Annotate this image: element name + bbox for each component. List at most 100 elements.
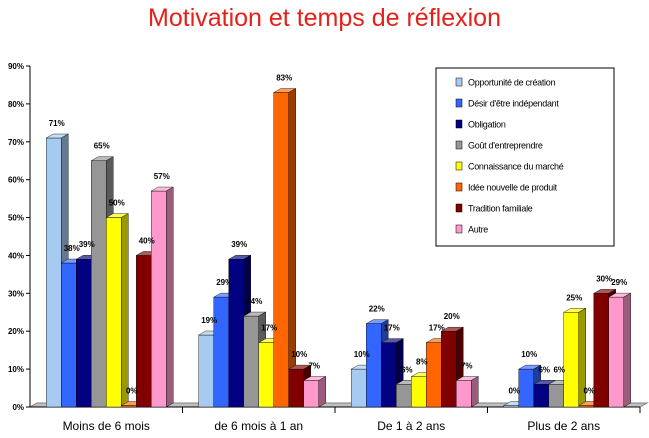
bars [45, 88, 632, 408]
legend-label: Connaissance du marché [468, 162, 564, 172]
legend-label: Opportunité de création [468, 78, 555, 88]
category-label: Moins de 6 mois [63, 419, 150, 433]
data-label: 10% [521, 350, 537, 359]
y-tick-label: 10% [8, 365, 24, 374]
bar-side [121, 213, 129, 408]
bar-front [396, 384, 412, 408]
bar [150, 186, 175, 408]
data-label: 20% [444, 312, 460, 321]
bar [562, 307, 587, 408]
data-label: 0% [508, 387, 520, 396]
data-label: 0% [583, 387, 595, 396]
bar-front [578, 405, 594, 408]
bar-front [503, 405, 519, 408]
y-tick-label: 70% [8, 138, 24, 147]
bar-side [318, 376, 326, 408]
data-label: 17% [261, 324, 277, 333]
bar-front [121, 405, 137, 408]
data-label: 19% [201, 316, 217, 325]
y-tick-label: 80% [8, 100, 24, 109]
legend-swatch [455, 119, 463, 129]
bar-front [533, 384, 549, 408]
bar-front [563, 312, 579, 408]
y-tick-label: 0% [12, 403, 24, 412]
legend-item: Connaissance du marché [455, 161, 564, 172]
bar-front [351, 368, 367, 408]
bar-front [258, 342, 274, 408]
bar-side [623, 292, 631, 408]
bar-front [136, 255, 152, 408]
bar-front [151, 190, 167, 408]
data-label: 71% [49, 119, 65, 128]
bar-front [198, 334, 214, 408]
y-tick-label: 90% [8, 62, 24, 71]
bar-front [273, 92, 289, 408]
category-label: de 6 mois à 1 an [214, 419, 303, 433]
bar-front [456, 380, 472, 408]
data-label: 65% [94, 142, 110, 151]
data-label: 38% [64, 244, 80, 253]
data-label: 10% [291, 350, 307, 359]
data-label: 6% [401, 365, 413, 374]
legend-label: Idée nouvelle de produit [468, 183, 558, 193]
data-label: 10% [354, 350, 370, 359]
bar-front [106, 217, 122, 408]
bar-front [46, 137, 62, 408]
x-axis: Moins de 6 mois de 6 mois à 1 an De 1 à 2 … [30, 406, 641, 433]
data-label: 30% [596, 274, 612, 283]
bar-front [381, 342, 397, 408]
bar [272, 88, 297, 408]
legend-swatch [455, 77, 463, 87]
data-label: 83% [276, 74, 292, 83]
data-label: 50% [109, 199, 125, 208]
legend-swatch [455, 224, 463, 234]
bar-side [166, 186, 174, 408]
bar-front [608, 296, 624, 408]
bar [455, 376, 480, 408]
bar-front [243, 315, 259, 408]
data-label: 7% [461, 361, 473, 370]
legend-swatch [455, 161, 463, 171]
data-label: 24% [246, 297, 262, 306]
legend-item: Autre [455, 224, 489, 235]
data-labels: 71%38%39%65%50%0%40%57%19%29%39%24%17%83… [49, 74, 628, 396]
legend-item: Tradition familiale [455, 204, 533, 214]
data-label: 25% [566, 293, 582, 302]
legend-item: Obligation [455, 119, 506, 130]
data-label: 22% [369, 305, 385, 314]
data-label: 7% [308, 361, 320, 370]
bar-front [593, 293, 609, 408]
bar [302, 376, 327, 408]
bar-front [441, 331, 457, 408]
data-label: 40% [139, 236, 155, 245]
legend-item: Opportunité de création [455, 77, 556, 88]
legend-item: Goût d'entreprendre [455, 141, 543, 151]
legend-item: Désir d'être indépendant [455, 98, 560, 109]
data-label: 0% [126, 387, 138, 396]
data-label: 8% [416, 358, 428, 367]
y-tick-label: 30% [8, 289, 24, 298]
y-tick-label: 50% [8, 214, 24, 223]
bar-front [303, 380, 319, 408]
data-label: 17% [429, 324, 445, 333]
chart-title: Motivation et temps de réflexion [148, 4, 501, 32]
data-label: 39% [79, 240, 95, 249]
y-tick-label: 20% [8, 327, 24, 336]
bar [105, 213, 130, 408]
bar-front [411, 376, 427, 408]
bar-front [61, 262, 77, 408]
bar-front [518, 368, 534, 408]
legend: Opportunité de création Désir d'être indé… [435, 67, 615, 247]
bar-side [288, 88, 296, 408]
legend-label: Autre [468, 225, 488, 235]
category-label: Plus de 2 ans [527, 419, 600, 433]
bar-side [471, 376, 479, 408]
legend-swatch [455, 98, 463, 108]
bar [607, 292, 632, 408]
bar-front [288, 368, 304, 408]
data-label: 6% [538, 365, 550, 374]
y-tick-label: 40% [8, 251, 24, 260]
bar-front [366, 323, 382, 408]
data-label: 29% [216, 278, 232, 287]
